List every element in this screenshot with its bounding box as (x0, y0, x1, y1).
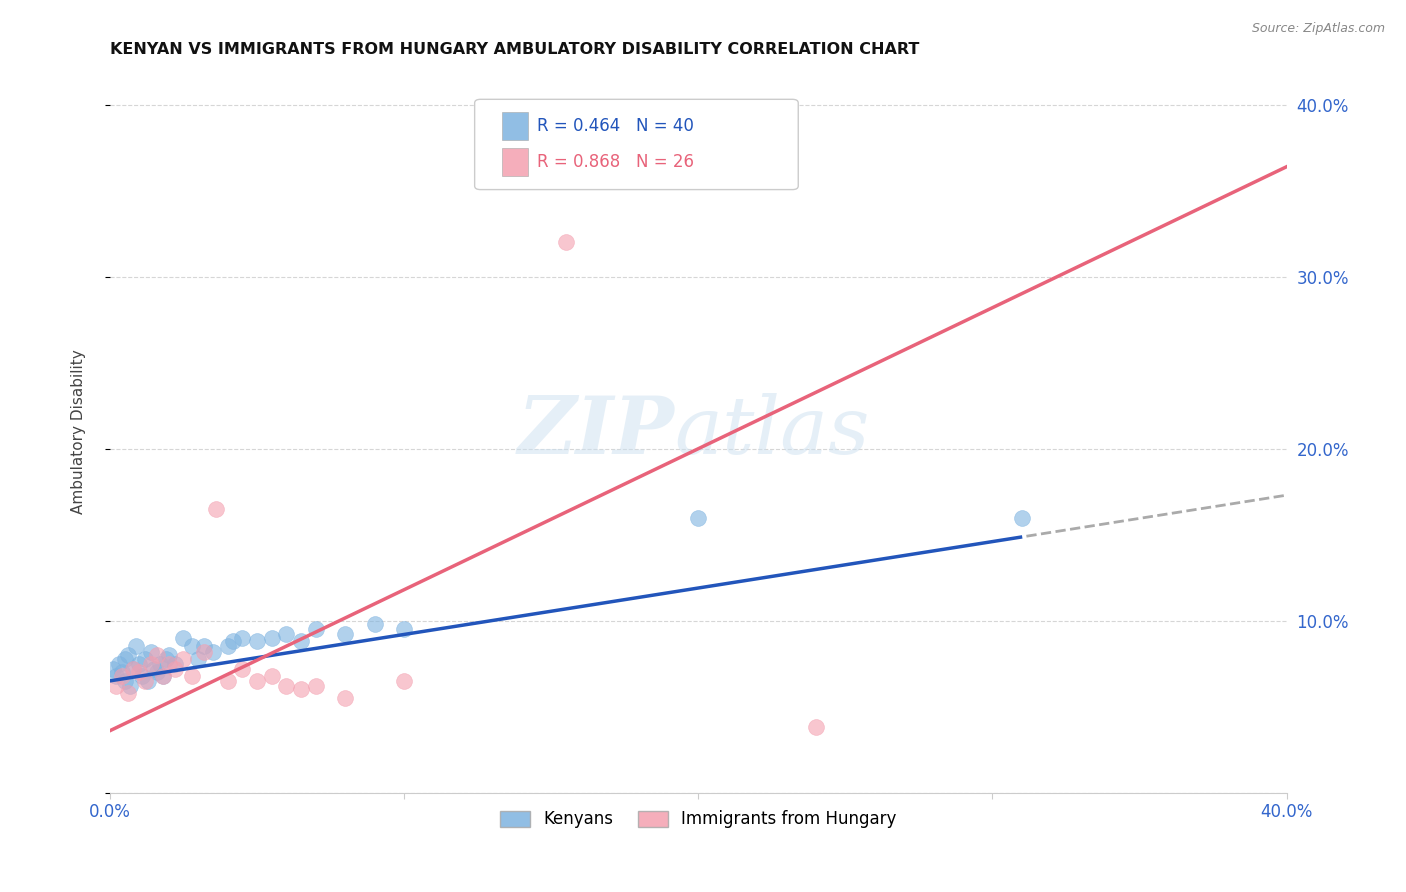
FancyBboxPatch shape (502, 148, 527, 176)
Point (231, 631, 253, 645)
Point (290, 682, 312, 697)
Point (110, 665, 132, 680)
Point (688, 510, 710, 524)
Text: Source: ZipAtlas.com: Source: ZipAtlas.com (1251, 22, 1385, 36)
Point (117, 686, 139, 700)
Point (222, 634, 245, 648)
Point (149, 657, 172, 671)
Point (134, 651, 156, 665)
Point (163, 662, 186, 676)
Point (157, 648, 180, 662)
Point (392, 673, 415, 688)
Point (104, 669, 127, 683)
Point (246, 634, 269, 648)
Point (804, 720, 827, 734)
Text: ZIP: ZIP (517, 392, 675, 470)
Point (110, 669, 132, 683)
Point (117, 648, 139, 662)
Point (217, 640, 239, 654)
Point (125, 640, 148, 654)
Point (157, 657, 180, 671)
Text: atlas: atlas (675, 392, 870, 470)
Point (107, 657, 129, 671)
Point (152, 669, 174, 683)
Point (139, 645, 162, 659)
Point (101, 662, 124, 676)
Y-axis label: Ambulatory Disability: Ambulatory Disability (72, 349, 86, 514)
Point (146, 648, 169, 662)
Point (172, 631, 194, 645)
Point (217, 673, 239, 688)
Point (128, 665, 150, 680)
Point (122, 662, 145, 676)
FancyBboxPatch shape (475, 99, 799, 190)
Point (335, 627, 357, 641)
Point (114, 651, 136, 665)
Point (193, 645, 215, 659)
Point (193, 640, 215, 654)
Text: R = 0.464   N = 40: R = 0.464 N = 40 (537, 117, 695, 135)
Point (172, 651, 194, 665)
Point (276, 679, 298, 693)
Point (204, 502, 226, 516)
Point (392, 622, 415, 636)
Point (187, 651, 209, 665)
Text: KENYAN VS IMMIGRANTS FROM HUNGARY AMBULATORY DISABILITY CORRELATION CHART: KENYAN VS IMMIGRANTS FROM HUNGARY AMBULA… (110, 42, 920, 57)
FancyBboxPatch shape (502, 112, 527, 140)
Point (163, 657, 186, 671)
Point (231, 662, 253, 676)
Point (128, 657, 150, 671)
Point (155, 651, 177, 665)
Point (104, 679, 127, 693)
Point (335, 691, 357, 706)
Point (305, 679, 328, 693)
Point (181, 640, 204, 654)
Point (136, 673, 159, 688)
Point (120, 679, 142, 693)
Point (1011, 510, 1033, 524)
Point (290, 634, 312, 648)
Point (363, 617, 385, 632)
Point (152, 669, 174, 683)
Point (260, 669, 283, 683)
Point (114, 673, 136, 688)
Point (554, 235, 576, 250)
Point (146, 665, 169, 680)
Point (122, 662, 145, 676)
Point (246, 673, 269, 688)
Point (143, 662, 166, 676)
Point (134, 673, 156, 688)
Legend: Kenyans, Immigrants from Hungary: Kenyans, Immigrants from Hungary (494, 804, 904, 835)
Point (201, 645, 224, 659)
Text: R = 0.868   N = 26: R = 0.868 N = 26 (537, 153, 695, 171)
Point (181, 669, 204, 683)
Point (276, 627, 298, 641)
Point (305, 622, 328, 636)
Point (131, 669, 153, 683)
Point (139, 657, 162, 671)
Point (260, 631, 283, 645)
